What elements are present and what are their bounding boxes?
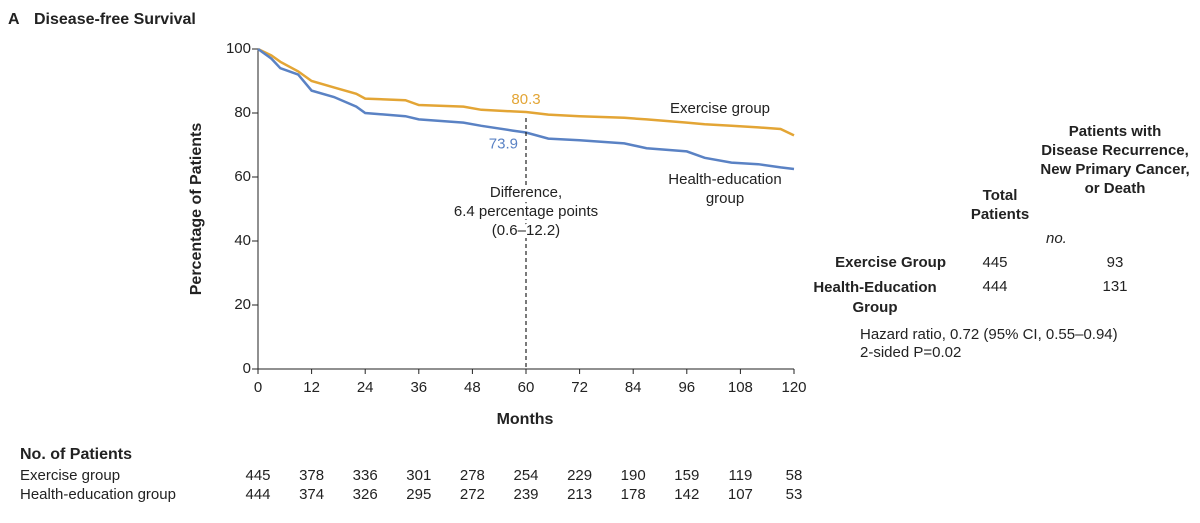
unit: no. bbox=[1046, 230, 1067, 247]
x-tick-label: 72 bbox=[571, 379, 588, 396]
at-risk-value: 272 bbox=[460, 486, 485, 503]
x-axis-label: Months bbox=[497, 411, 554, 428]
difference-label: 6.4 percentage points bbox=[454, 203, 598, 220]
difference-label: (0.6–12.2) bbox=[492, 222, 560, 239]
series-line bbox=[257, 47, 795, 171]
y-tick-label: 20 bbox=[234, 296, 251, 313]
row-label: Exercise Group bbox=[835, 254, 946, 271]
y-tick-label: 0 bbox=[243, 360, 251, 377]
at-risk-label: Health-education group bbox=[20, 486, 176, 503]
at-risk-title: No. of Patients bbox=[20, 446, 132, 463]
x-tick-label: 84 bbox=[625, 379, 642, 396]
series-label: Health-education group bbox=[668, 171, 782, 207]
at-risk-value: 159 bbox=[674, 467, 699, 484]
at-risk-value: 142 bbox=[674, 486, 699, 503]
at-risk-value: 107 bbox=[728, 486, 753, 503]
x-tick-label: 60 bbox=[518, 379, 535, 396]
y-tick-label: 60 bbox=[234, 168, 251, 185]
cell: 93 bbox=[1106, 254, 1124, 271]
cell: 131 bbox=[1102, 278, 1128, 295]
x-tick-label: 96 bbox=[678, 379, 695, 396]
at-risk-value: 445 bbox=[245, 467, 270, 484]
x-tick-label: 108 bbox=[728, 379, 753, 396]
x-tick-label: 0 bbox=[254, 379, 262, 396]
y-tick-label: 100 bbox=[226, 40, 251, 57]
column-header: Patients with Disease Recurrence, New Pr… bbox=[1040, 123, 1190, 197]
at-risk-value: 336 bbox=[353, 467, 378, 484]
x-tick-label: 120 bbox=[781, 379, 806, 396]
panel-label: A bbox=[8, 11, 20, 28]
note: 2-sided P=0.02 bbox=[860, 344, 962, 361]
x-tick-label: 12 bbox=[303, 379, 320, 396]
at-risk-value: 229 bbox=[567, 467, 592, 484]
cell: 444 bbox=[982, 278, 1008, 295]
series-label: Exercise group bbox=[670, 100, 770, 117]
note: Hazard ratio, 0.72 (95% CI, 0.55–0.94) bbox=[860, 326, 1118, 343]
y-axis-label: Percentage of Patients bbox=[188, 123, 205, 296]
at-risk-value: 378 bbox=[299, 467, 324, 484]
row-label: Health-Education Group bbox=[813, 279, 937, 316]
at-risk-value: 278 bbox=[460, 467, 485, 484]
at-risk-value: 213 bbox=[567, 486, 592, 503]
annotation: 73.9 bbox=[489, 135, 518, 152]
chart-title: Disease-free Survival bbox=[34, 11, 196, 28]
at-risk-value: 239 bbox=[513, 486, 538, 503]
at-risk-value: 58 bbox=[786, 467, 803, 484]
at-risk-value: 374 bbox=[299, 486, 324, 503]
x-tick-label: 24 bbox=[357, 379, 374, 396]
x-tick-label: 48 bbox=[464, 379, 481, 396]
at-risk-value: 254 bbox=[513, 467, 538, 484]
column-header: Total Patients bbox=[970, 187, 1030, 223]
at-risk-value: 301 bbox=[406, 467, 431, 484]
at-risk-value: 119 bbox=[728, 467, 752, 484]
series-line bbox=[257, 47, 795, 137]
at-risk-value: 53 bbox=[786, 486, 803, 503]
at-risk-value: 326 bbox=[353, 486, 378, 503]
at-risk-value: 178 bbox=[621, 486, 646, 503]
y-tick-label: 80 bbox=[234, 104, 251, 121]
at-risk-label: Exercise group bbox=[20, 467, 120, 484]
at-risk-value: 444 bbox=[245, 486, 270, 503]
difference-label: Difference, bbox=[490, 184, 562, 201]
y-tick-label: 40 bbox=[234, 232, 251, 249]
x-tick-label: 36 bbox=[410, 379, 427, 396]
cell: 445 bbox=[982, 254, 1008, 271]
at-risk-value: 295 bbox=[406, 486, 431, 503]
at-risk-value: 190 bbox=[621, 467, 646, 484]
annotation: 80.3 bbox=[511, 91, 540, 108]
